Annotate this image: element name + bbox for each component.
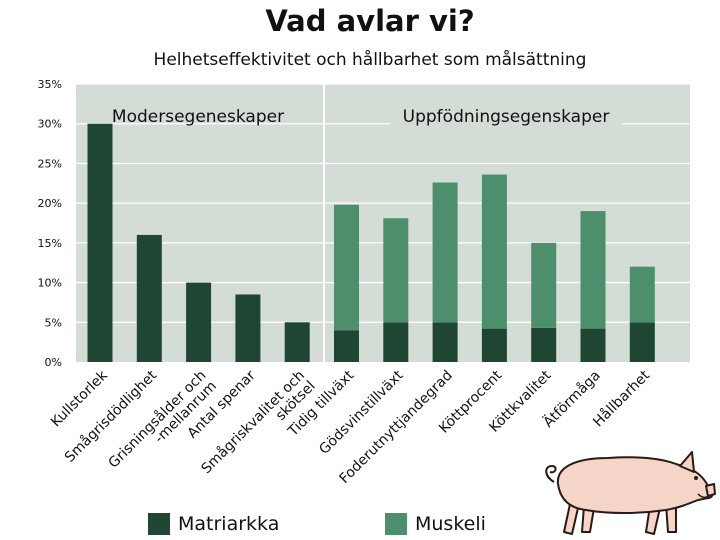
y-tick-label: 30% xyxy=(38,118,62,131)
x-tick-label: Smågrisdödlighet xyxy=(61,366,160,465)
bar-muskeli xyxy=(481,174,507,329)
legend-item-matriarkka: Matriarkka xyxy=(148,512,279,536)
bar-muskeli xyxy=(334,204,359,331)
y-tick-label: 25% xyxy=(38,157,62,170)
y-tick-label: 35% xyxy=(38,78,62,91)
y-tick-label: 20% xyxy=(38,197,62,210)
y-tick-label: 15% xyxy=(38,237,62,250)
bar-matriarkka xyxy=(235,294,261,362)
bar-matriarkka xyxy=(284,322,310,362)
legend-label-muskeli: Muskeli xyxy=(415,513,486,535)
bar-muskeli xyxy=(629,266,655,323)
bar-matriarkka xyxy=(629,322,655,362)
bar-muskeli xyxy=(432,182,458,323)
y-tick-label: 10% xyxy=(38,277,62,290)
bar-muskeli xyxy=(531,242,557,328)
bar-matriarkka xyxy=(580,328,606,362)
bar-matriarkka xyxy=(334,330,359,362)
bar-muskeli xyxy=(383,218,409,323)
bar-matriarkka xyxy=(186,282,212,362)
bar-matriarkka xyxy=(531,327,557,362)
pig-illustration xyxy=(545,451,716,535)
bar-muskeli xyxy=(580,211,606,329)
bar-matriarkka xyxy=(87,123,113,362)
legend-swatch-muskeli xyxy=(385,513,407,535)
legend-swatch-matriarkka xyxy=(148,513,170,535)
bar-matriarkka xyxy=(136,234,162,362)
y-tick-label: 5% xyxy=(45,316,62,329)
legend-label-matriarkka: Matriarkka xyxy=(178,513,280,535)
group-label-modersegeneskaper: Modersegeneskaper xyxy=(112,107,284,127)
chart-title: Vad avlar vi? xyxy=(265,4,475,38)
bar-matriarkka xyxy=(481,328,507,362)
bar-matriarkka xyxy=(383,322,409,362)
legend-item-muskeli: Muskeli xyxy=(385,512,486,536)
group-label-uppfodningsegenskaper: Uppfödningsegenskaper xyxy=(403,107,610,127)
x-tick-label: Gödsvinstillväxt xyxy=(316,367,407,458)
y-tick-label: 0% xyxy=(45,356,62,369)
chart-subtitle: Helhetseffektivitet och hållbarhet som m… xyxy=(153,50,587,70)
group-label-bg xyxy=(390,104,622,128)
bar-matriarkka xyxy=(432,322,458,362)
